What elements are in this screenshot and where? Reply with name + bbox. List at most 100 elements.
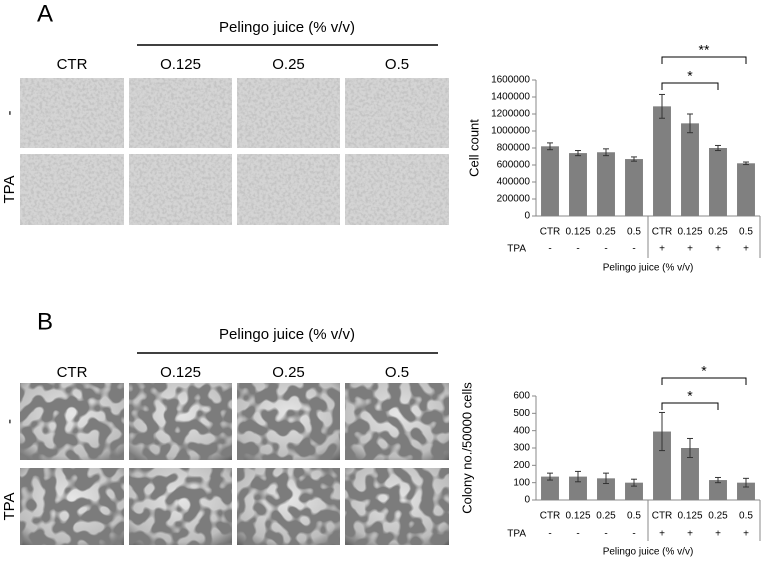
row-value: - <box>576 244 579 255</box>
row-label: TPA <box>507 529 526 540</box>
x-tick-label: 0.25 <box>708 227 728 238</box>
significance-label: * <box>687 68 693 84</box>
row-value: - <box>632 529 635 540</box>
x-tick-label: 0.125 <box>677 511 702 522</box>
x-axis-label: Pelingo juice (% v/v) <box>603 547 694 558</box>
x-tick-label: 0.5 <box>739 511 753 522</box>
y-tick-label: 400000 <box>497 177 531 188</box>
y-tick-label: 500 <box>513 408 530 419</box>
micrograph-texture <box>20 154 124 225</box>
micrograph-texture <box>345 383 449 460</box>
bar <box>597 478 615 500</box>
column-label: O.25 <box>272 364 305 381</box>
micrograph-texture <box>129 468 232 545</box>
y-tick-label: 200 <box>513 460 530 471</box>
row-value: + <box>715 529 721 540</box>
micrograph-texture <box>345 78 449 148</box>
panel-header: Pelingo juice (% v/v) <box>219 19 355 36</box>
column-label: CTR <box>57 364 88 381</box>
significance-bracket <box>661 402 719 410</box>
row-value: + <box>687 244 693 255</box>
y-tick-label: 100 <box>513 477 530 488</box>
micrograph-texture <box>237 154 340 225</box>
x-tick-label: 0.125 <box>677 227 702 238</box>
significance-bracket <box>661 56 747 64</box>
bar <box>625 159 643 216</box>
bar <box>653 431 671 500</box>
row-value: - <box>604 529 607 540</box>
significance-label: ** <box>699 42 710 58</box>
bar <box>681 448 699 500</box>
bar <box>681 123 699 216</box>
row-value: - <box>604 244 607 255</box>
row-label: TPA <box>507 244 526 255</box>
panel-label: A <box>37 0 53 27</box>
x-tick-label: 0.25 <box>596 511 616 522</box>
micrograph-texture <box>129 383 232 460</box>
significance-label: * <box>701 363 707 379</box>
y-tick-label: 0 <box>524 211 530 222</box>
panel-header: Pelingo juice (% v/v) <box>219 326 355 343</box>
bar <box>625 482 643 500</box>
column-label: O.25 <box>272 56 305 73</box>
y-tick-label: 300 <box>513 443 530 454</box>
significance-bracket <box>661 377 747 385</box>
row-value: + <box>743 529 749 540</box>
micrograph-texture <box>345 468 449 545</box>
x-axis-label: Pelingo juice (% v/v) <box>603 263 694 274</box>
column-label: O.5 <box>385 364 409 381</box>
row-value: + <box>659 244 665 255</box>
y-tick-label: 800000 <box>497 143 531 154</box>
x-tick-label: CTR <box>652 227 673 238</box>
bar <box>653 106 671 216</box>
y-tick-label: 0 <box>524 495 530 506</box>
x-tick-label: 0.25 <box>596 227 616 238</box>
bar <box>709 480 727 500</box>
y-tick-label: 1000000 <box>491 126 530 137</box>
micrograph-texture <box>20 468 124 545</box>
y-axis-label: Cell count <box>466 119 481 177</box>
bar <box>737 163 755 216</box>
row-value: - <box>632 244 635 255</box>
row-value: - <box>576 529 579 540</box>
significance-label: * <box>687 388 693 404</box>
bar <box>541 146 559 216</box>
x-tick-label: 0.25 <box>708 511 728 522</box>
row-value: - <box>548 529 551 540</box>
bar <box>597 152 615 216</box>
micrograph-texture <box>20 78 124 148</box>
x-tick-label: 0.125 <box>565 227 590 238</box>
row-label: - <box>1 419 18 424</box>
y-tick-label: 1200000 <box>491 109 530 120</box>
column-label: O.125 <box>160 56 201 73</box>
column-label: CTR <box>57 56 88 73</box>
row-label: TPA <box>1 175 18 203</box>
row-label: TPA <box>1 492 18 520</box>
micrograph-texture <box>129 154 232 225</box>
y-tick-label: 600 <box>513 391 530 402</box>
x-tick-label: CTR <box>652 511 673 522</box>
row-value: - <box>548 244 551 255</box>
bar <box>569 153 587 216</box>
micrograph-texture <box>237 383 340 460</box>
x-tick-label: 0.125 <box>565 511 590 522</box>
column-label: O.125 <box>160 364 201 381</box>
y-tick-label: 1600000 <box>491 75 530 86</box>
column-label: O.5 <box>385 56 409 73</box>
micrograph-texture <box>129 78 232 148</box>
y-tick-label: 1400000 <box>491 92 530 103</box>
y-tick-label: 600000 <box>497 160 531 171</box>
row-label: - <box>1 111 18 116</box>
significance-bracket <box>661 82 719 90</box>
row-value: + <box>743 244 749 255</box>
x-tick-label: 0.5 <box>739 227 753 238</box>
bar <box>737 482 755 500</box>
row-value: + <box>659 529 665 540</box>
x-tick-label: 0.5 <box>627 227 641 238</box>
row-value: + <box>687 529 693 540</box>
bar <box>709 148 727 216</box>
micrograph-texture <box>20 383 124 460</box>
y-tick-label: 200000 <box>497 194 531 205</box>
micrograph-texture <box>345 154 449 225</box>
